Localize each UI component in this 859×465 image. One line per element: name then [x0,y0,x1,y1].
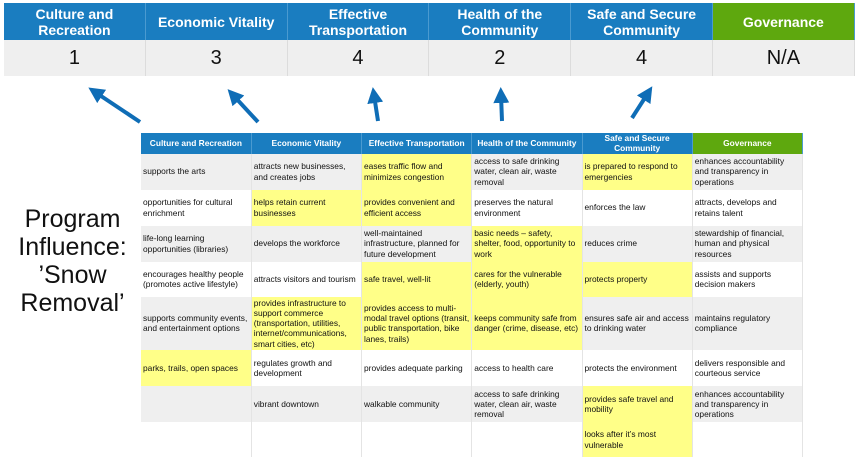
table-cell: enforces the law [582,189,693,226]
table-cell: supports the arts [141,153,252,190]
table-cell [251,422,363,458]
table-cell: access to health care [471,350,583,387]
table-cell: helps retain current businesses [251,189,363,226]
table-header: Health of the Community [471,133,583,154]
category-score: 3 [145,40,288,76]
table-cell: opportunities for cultural enrichment [141,189,252,226]
arrow-icon [493,87,510,122]
arrow-icon [367,87,384,122]
table-cell: provides safe travel and mobility [582,386,693,423]
category-header: Culture and Recreation [4,3,146,40]
table-row: parks, trails, open spaces regulates grow… [141,350,804,387]
table-cell [141,422,252,458]
table-cell: ensures safe air and access to drinking … [582,296,693,351]
table-cell [471,422,583,458]
table-header: Governance [692,133,804,154]
category-header: Effective Transportation [287,3,430,40]
table-cell: reduces crime [582,225,693,262]
table-cell: attracts, develops and retains talent [692,189,804,226]
arrows [88,86,653,124]
table-cell [361,422,473,458]
category-header: Governance [712,3,855,40]
category-score: 2 [429,40,572,76]
table-header: Safe and Secure Community [582,133,693,154]
category-score: N/A [712,40,855,76]
table-cell: delivers responsible and courteous servi… [692,350,804,387]
table-cell: well-maintained infrastructure, planned … [361,225,473,262]
table-cell: enhances accountability and transparency… [692,153,804,190]
table-cell: life-long learning opportunities (librar… [141,225,252,262]
table-cell: safe travel, well-lit [361,261,473,297]
category-score: 4 [287,40,430,76]
table-cell: encourages healthy people (promotes acti… [141,261,252,297]
table-row: looks after it’s most vulnerable [141,422,804,458]
table-cell: regulates growth and development [251,350,363,387]
table-header: Culture and Recreation [141,133,252,154]
table-header: Effective Transportation [361,133,473,154]
table-row: supports community events, and entertain… [141,296,804,351]
category-header: Health of the Community [429,3,572,40]
table-cell: attracts visitors and tourism [251,261,363,297]
table-cell: access to safe drinking water, clean air… [471,386,583,423]
table-row: vibrant downtown walkable community access… [141,386,804,423]
table-row: supports the arts attracts new businesses… [141,153,804,190]
table-cell: maintains regulatory compliance [692,296,804,351]
table-cell: cares for the vulnerable (elderly, youth… [471,261,583,297]
table-cell: is prepared to respond to emergencies [582,153,693,190]
table-cell: access to safe drinking water, clean air… [471,153,583,190]
scorecard: Culture and Recreation Economic Vitality E… [4,3,855,76]
arrow-icon [227,89,260,124]
arrow-icon [88,87,142,124]
table-cell: walkable community [361,386,473,423]
table-header: Economic Vitality [251,133,363,154]
program-influence-label: Program Influence: ’Snow Removal’ [18,205,127,317]
table-cell: eases traffic flow and minimizes congest… [361,153,473,190]
table-cell: provides convenient and efficient access [361,189,473,226]
table-cell: provides infrastructure to support comme… [251,296,363,351]
table-cell [141,386,252,423]
arrow-icon [630,86,653,120]
table-cell: enhances accountability and transparency… [692,386,804,423]
table-cell: keeps community safe from danger (crime,… [471,296,583,351]
table-cell: looks after it’s most vulnerable [582,422,693,458]
category-header: Safe and Secure Community [571,3,713,40]
category-score: 4 [571,40,713,76]
category-header: Economic Vitality [145,3,288,40]
table-cell [692,422,804,458]
table-cell: assists and supports decision makers [692,261,804,297]
table-cell: provides access to multi-modal travel op… [361,296,473,351]
table-cell: protects the environment [582,350,693,387]
table-cell: supports community events, and entertain… [141,296,252,351]
table-row: life-long learning opportunities (librar… [141,225,804,262]
table-cell: develops the workforce [251,225,363,262]
table-cell: preserves the natural environment [471,189,583,226]
table-row: encourages healthy people (promotes acti… [141,261,804,297]
table-cell: provides adequate parking [361,350,473,387]
table-row: opportunities for cultural enrichment hel… [141,189,804,226]
table-cell: attracts new businesses, and creates job… [251,153,363,190]
influence-table: Culture and Recreation Economic Vitality E… [141,133,804,458]
table-cell: basic needs – safety, shelter, food, opp… [471,225,583,262]
table-cell: parks, trails, open spaces [141,350,252,387]
table-cell: stewardship of financial, human and phys… [692,225,804,262]
table-cell: protects property [582,261,693,297]
table-cell: vibrant downtown [251,386,363,423]
category-score: 1 [4,40,146,76]
